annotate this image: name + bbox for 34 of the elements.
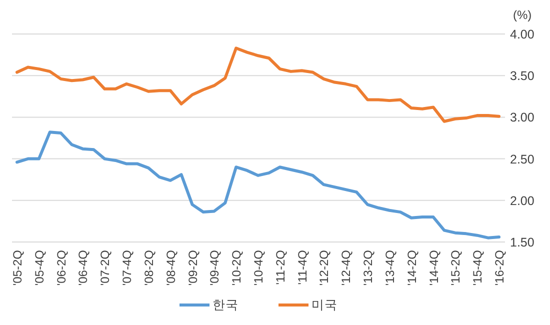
x-tick-label: '11-4Q bbox=[295, 250, 310, 285]
legend-label: 한국 bbox=[212, 298, 238, 312]
x-tick-label: '12-2Q bbox=[317, 250, 332, 286]
x-tick-label: '09-2Q bbox=[186, 250, 200, 286]
x-tick-label: '10-2Q bbox=[230, 250, 244, 286]
x-tick-label: '05-2Q bbox=[10, 250, 24, 286]
y-tick-label: 4.00 bbox=[510, 28, 534, 42]
y-tick-label: 2.00 bbox=[510, 194, 534, 208]
x-tick-label: '07-2Q bbox=[98, 250, 112, 286]
x-tick-label: '13-2Q bbox=[361, 250, 376, 286]
line-series bbox=[16, 130, 500, 240]
y-tick-label: 1.50 bbox=[510, 236, 534, 250]
x-tick-label: '13-4Q bbox=[382, 250, 397, 286]
y-axis-title: (%) bbox=[513, 8, 532, 22]
x-tick-label: '14-2Q bbox=[404, 250, 419, 286]
x-tick-label: '15-2Q bbox=[448, 250, 463, 286]
x-tick-label: '06-4Q bbox=[76, 250, 90, 286]
x-tick-label: '15-4Q bbox=[470, 250, 485, 286]
x-tick-label: '09-4Q bbox=[208, 250, 222, 286]
x-tick-label: '12-4Q bbox=[339, 250, 354, 286]
y-tick-label: 3.00 bbox=[510, 110, 534, 125]
x-tick-label: '10-4Q bbox=[252, 250, 266, 286]
x-tick-label: '08-4Q bbox=[164, 250, 178, 286]
legend-label: 미국 bbox=[312, 298, 338, 312]
x-tick-label: '07-4Q bbox=[120, 250, 134, 286]
line-series bbox=[16, 46, 500, 123]
y-tick-label: 3.50 bbox=[510, 69, 534, 84]
x-tick-label: '06-2Q bbox=[54, 250, 68, 286]
x-tick-label: '05-4Q bbox=[32, 250, 46, 286]
y-tick-label: 2.50 bbox=[510, 152, 534, 166]
x-tick-label: '11-2Q bbox=[273, 250, 288, 285]
x-tick-label: '08-2Q bbox=[142, 250, 156, 286]
x-tick-label: '14-4Q bbox=[426, 250, 441, 286]
x-tick-label: '16-2Q bbox=[492, 250, 506, 286]
